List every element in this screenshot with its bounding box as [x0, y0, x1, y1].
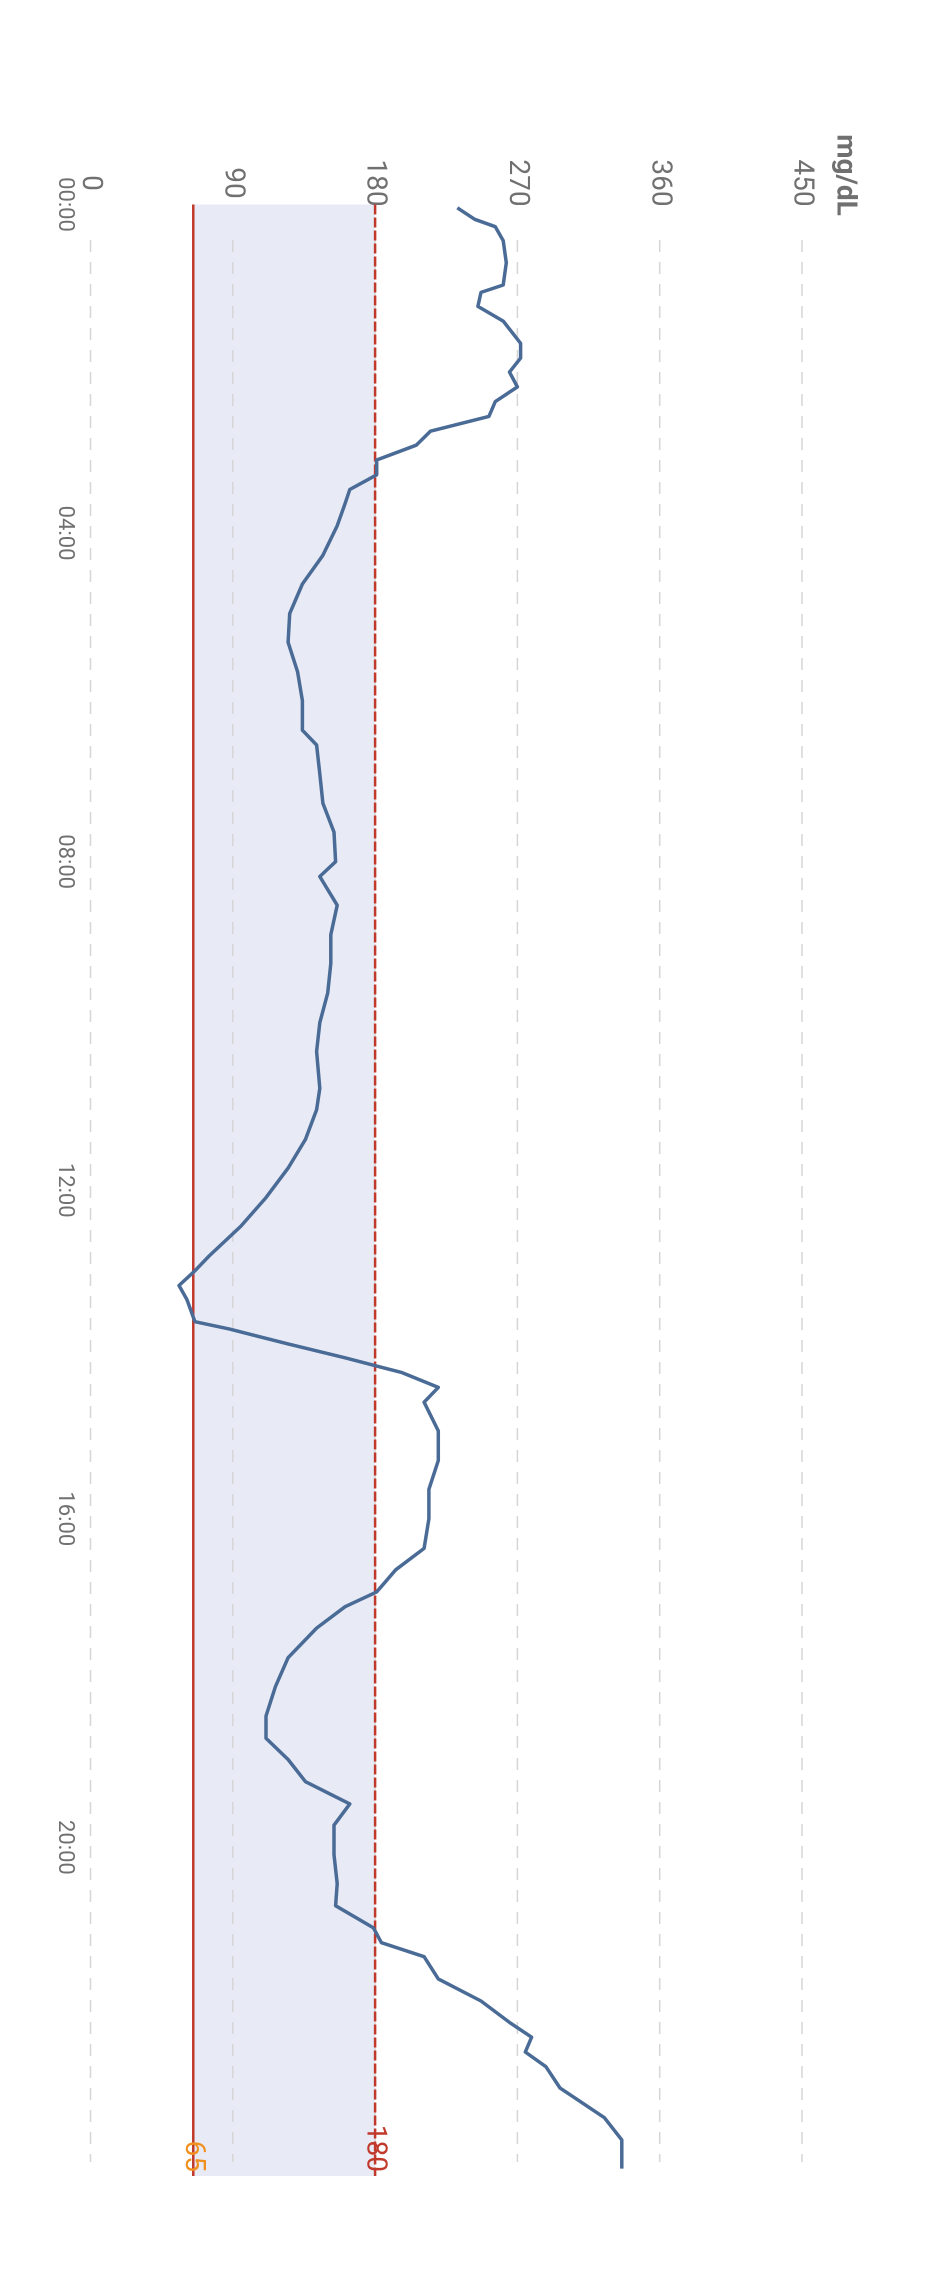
x-tick-label: 08:00 — [53, 834, 78, 889]
y-tick-label: 360 — [645, 159, 678, 206]
x-tick-label: 20:00 — [53, 1820, 78, 1875]
reference-label: 65 — [179, 2141, 212, 2172]
glucose-line — [177, 206, 624, 2169]
y-tick-label: 180 — [361, 159, 394, 206]
x-tick-label: 04:00 — [53, 506, 78, 561]
x-tick-label: 12:00 — [53, 1163, 78, 1218]
x-tick-label: 00:00 — [53, 177, 78, 232]
rotated-chart: 0 90 180 270 360 450 mg/dL 00:00 04:00 08:00 12:00… — [53, 134, 864, 2176]
y-axis-label: mg/dL — [831, 134, 864, 216]
y-tick-label: 90 — [218, 167, 251, 198]
reference-label: 180 — [361, 2125, 394, 2172]
y-tick-label: 0 — [76, 175, 109, 191]
x-tick-label: 16:00 — [53, 1491, 78, 1546]
y-tick-label: 270 — [503, 159, 536, 206]
target-band — [193, 204, 376, 2176]
y-tick-label: 450 — [788, 159, 821, 206]
